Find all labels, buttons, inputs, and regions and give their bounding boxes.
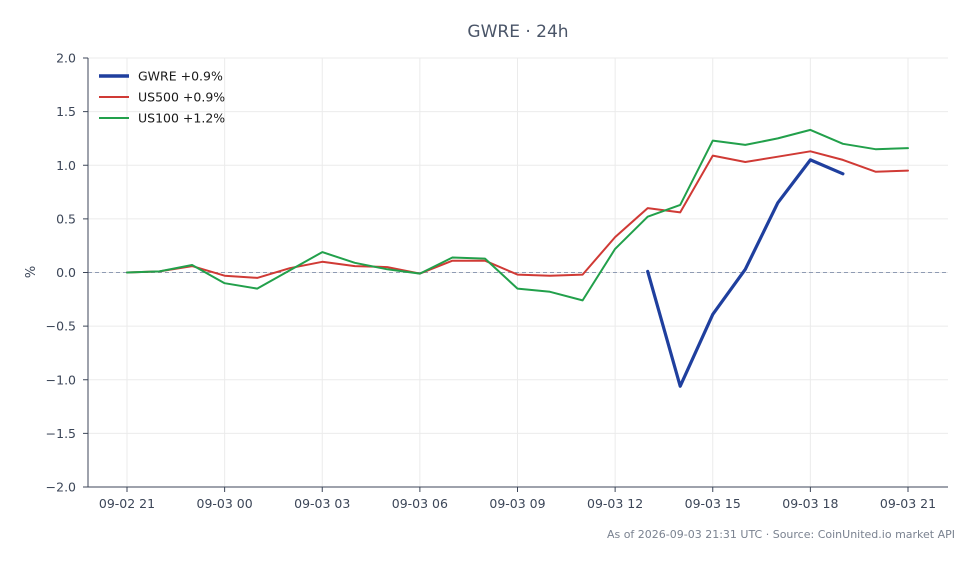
- series-line-us500: [126, 150, 909, 279]
- y-tick-label: 0.5: [56, 211, 76, 226]
- y-tick-label: 2.0: [56, 51, 76, 66]
- y-tick-label: 1.0: [56, 158, 76, 173]
- footer-source-note: As of 2026-09-03 21:31 UTC · Source: Coi…: [607, 528, 955, 541]
- series-line-us100: [126, 128, 909, 302]
- y-tick-label: −1.0: [46, 372, 76, 387]
- x-tick-label: 09-03 06: [392, 496, 448, 511]
- x-tick-label: 09-03 00: [197, 496, 253, 511]
- y-tick-label: −2.0: [46, 480, 76, 495]
- x-tick-label: 09-02 21: [99, 496, 155, 511]
- axes: 2.0 1.5 1.0 0.5 0.0 −0.5 −1.0 −1.5 −2.0 09-02 21 0…: [46, 51, 948, 511]
- series-layer: [126, 128, 909, 388]
- series-line-gwre: [646, 158, 845, 388]
- x-tick-label: 09-03 09: [489, 496, 545, 511]
- y-tick-label: −0.5: [46, 319, 76, 334]
- x-tick-label: 09-03 21: [880, 496, 936, 511]
- x-tick-label: 09-03 03: [294, 496, 350, 511]
- x-tick-label: 09-03 15: [685, 496, 741, 511]
- y-tick-label: 1.5: [56, 104, 76, 119]
- legend-label-us500: US500 +0.9%: [138, 90, 225, 105]
- y-axis-label: %: [24, 266, 39, 278]
- chart-title: GWRE · 24h: [467, 22, 568, 42]
- y-tick-label: −1.5: [46, 426, 76, 441]
- x-tick-label: 09-03 12: [587, 496, 643, 511]
- y-tick-label: 0.0: [56, 265, 76, 280]
- x-tick-label: 09-03 18: [782, 496, 838, 511]
- legend-label-us100: US100 +1.2%: [138, 111, 225, 126]
- legend: GWRE +0.9% US500 +0.9% US100 +1.2%: [99, 69, 225, 126]
- legend-label-gwre: GWRE +0.9%: [138, 69, 223, 84]
